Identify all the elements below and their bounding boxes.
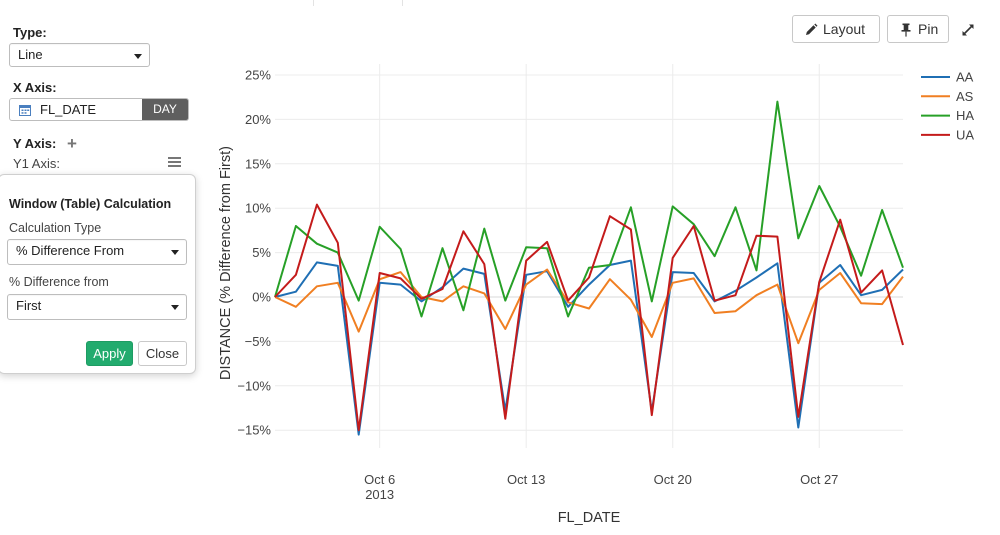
xaxis-label: X Axis: <box>13 80 57 95</box>
chart-type-select[interactable]: Line <box>9 43 150 67</box>
y-tick-label: −5% <box>245 334 272 349</box>
calc-type-select[interactable]: % Difference From <box>7 239 187 265</box>
pin-button[interactable]: Pin <box>887 15 949 43</box>
x-tick-label: Oct 20 <box>654 472 692 487</box>
yaxis-label: Y Axis: <box>13 136 57 151</box>
y-tick-label: 5% <box>252 245 271 260</box>
chevron-down-icon <box>134 54 142 59</box>
chart-type-value: Line <box>18 47 43 62</box>
legend-label-aa: AA <box>956 70 974 85</box>
apply-button[interactable]: Apply <box>86 341 133 366</box>
layout-button[interactable]: Layout <box>792 15 880 43</box>
popover-title: Window (Table) Calculation <box>9 197 172 211</box>
diff-from-label: % Difference from <box>9 275 109 289</box>
xaxis-field-name: FL_DATE <box>40 102 97 117</box>
y-axis-ticks: 25% 20% 15% 10% 5% 0% −5% −10% −15% <box>237 68 271 438</box>
pin-label: Pin <box>918 21 939 37</box>
series-line-as <box>274 268 904 345</box>
calc-type-label: Calculation Type <box>9 221 102 235</box>
xaxis-field[interactable]: FL_DATE DAY <box>9 98 189 121</box>
y-axis-title: DISTANCE (% Difference from First) <box>218 146 234 380</box>
expand-icon[interactable] <box>960 22 976 38</box>
window-calculation-popover: Window (Table) Calculation Calculation T… <box>0 174 196 374</box>
chart-grid <box>275 64 903 448</box>
y-tick-label: 0% <box>252 290 271 305</box>
y-tick-label: 25% <box>245 68 271 83</box>
y-tick-label: 10% <box>245 201 271 216</box>
legend-label-ua: UA <box>956 127 974 142</box>
x-axis-title: FL_DATE <box>558 510 621 526</box>
pin-icon <box>901 23 911 37</box>
menu-icon[interactable] <box>168 157 181 168</box>
y-tick-label: −10% <box>237 378 271 393</box>
chevron-down-icon <box>171 305 179 310</box>
series-line-ua <box>274 203 904 432</box>
legend-label-ha: HA <box>956 108 974 123</box>
chart-series <box>274 100 904 436</box>
add-yaxis-icon[interactable]: + <box>67 134 77 153</box>
diff-from-value: First <box>16 298 42 313</box>
y1-axis-label: Y1 Axis: <box>13 156 60 171</box>
type-label: Type: <box>13 25 47 40</box>
legend-label-as: AS <box>956 89 974 104</box>
x-tick-sublabel: 2013 <box>365 487 394 502</box>
date-unit-button[interactable]: DAY <box>142 99 188 120</box>
pencil-icon <box>806 23 818 35</box>
calc-type-value: % Difference From <box>16 243 125 258</box>
chevron-down-icon <box>171 250 179 255</box>
x-tick-label: Oct 6 <box>364 472 395 487</box>
chart-legend: AA AS HA UA <box>921 70 974 142</box>
tab-edge <box>313 0 403 6</box>
series-line-aa <box>274 259 904 436</box>
x-tick-label: Oct 13 <box>507 472 545 487</box>
x-tick-label: Oct 27 <box>800 472 838 487</box>
y-tick-label: −15% <box>237 423 271 438</box>
y-tick-label: 15% <box>245 156 271 171</box>
calendar-icon <box>19 105 31 116</box>
diff-from-select[interactable]: First <box>7 294 187 320</box>
close-button[interactable]: Close <box>138 341 187 366</box>
y-tick-label: 20% <box>245 112 271 127</box>
layout-label: Layout <box>823 21 866 37</box>
series-line-ha <box>274 100 904 318</box>
